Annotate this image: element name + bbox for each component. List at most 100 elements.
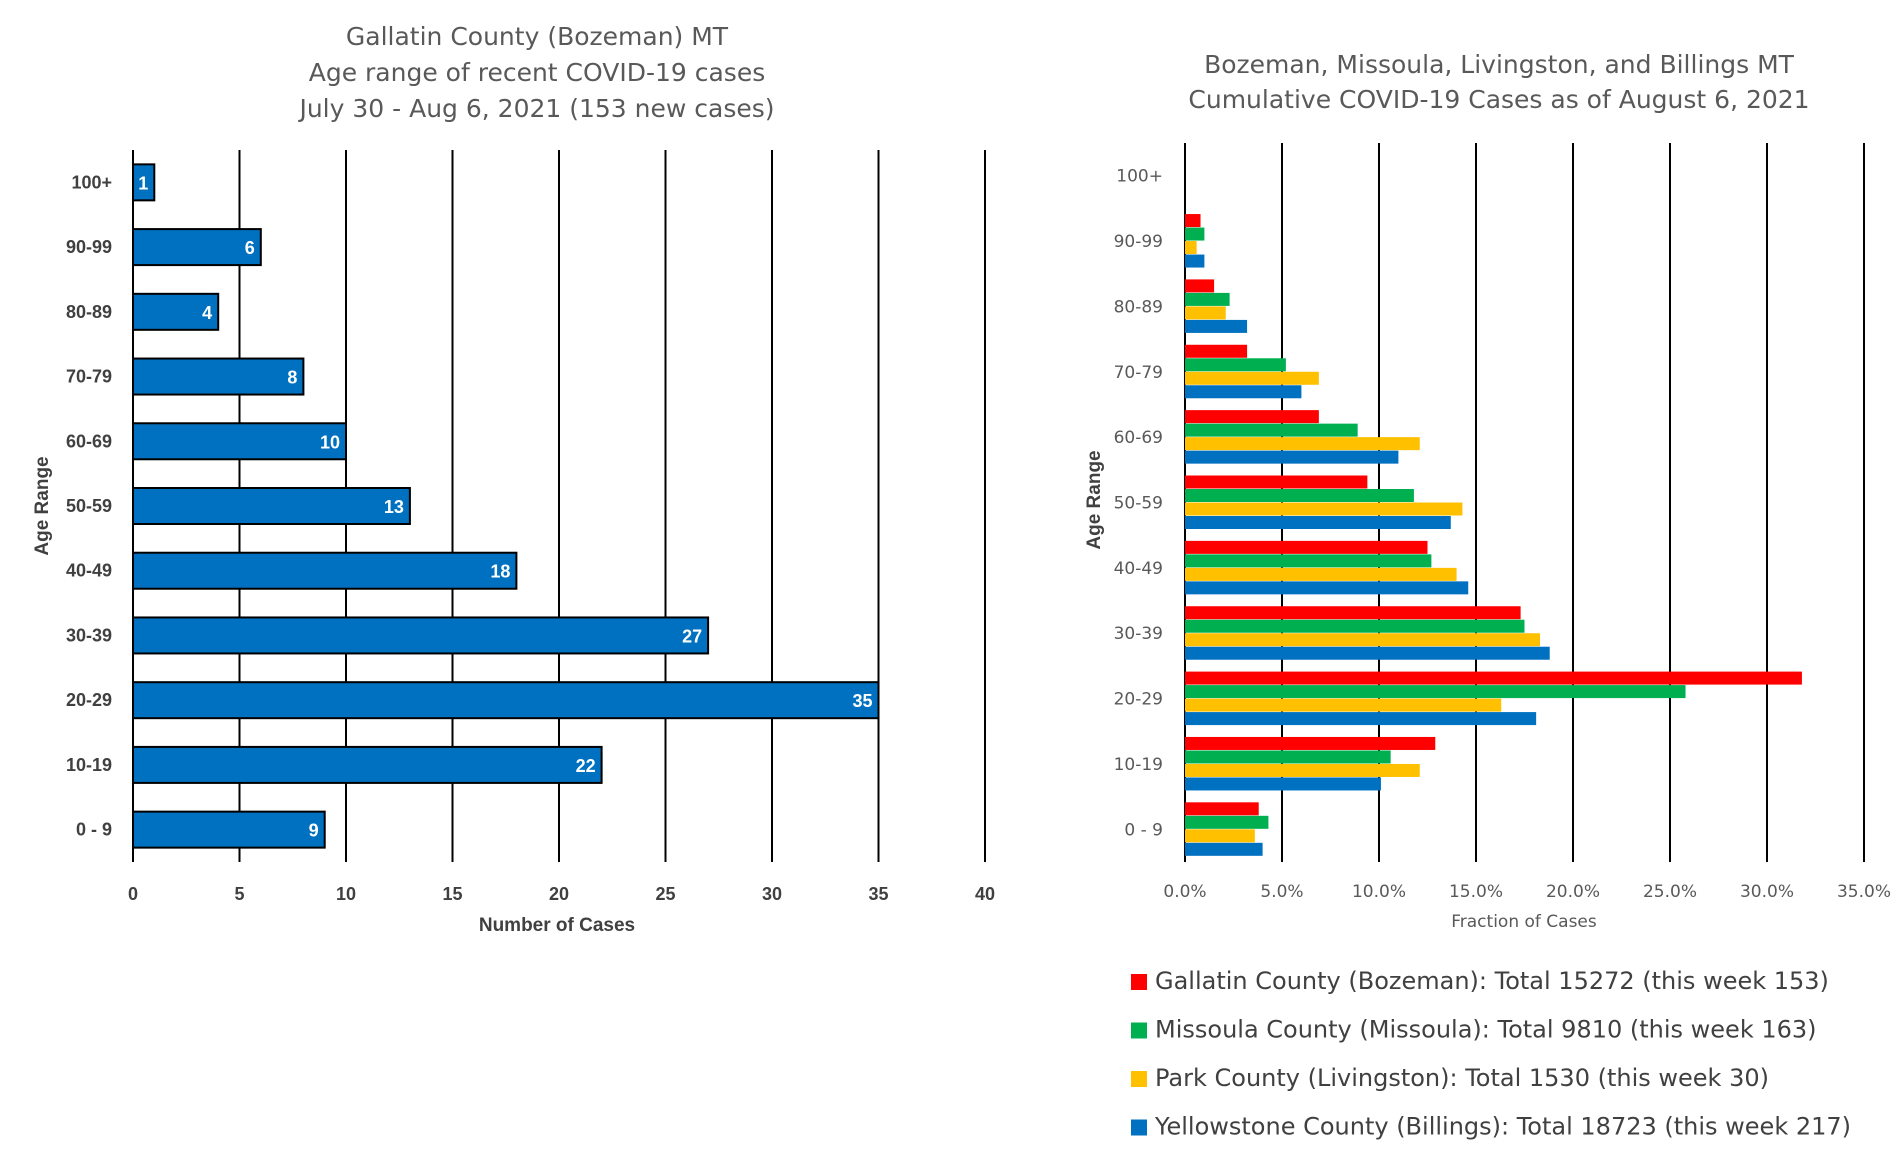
chart1-data-label: 22 [576,756,596,776]
chart2-legend-swatch [1131,1071,1147,1087]
chart2-x-tick-label: 10.0% [1352,882,1406,902]
chart1-bar [132,357,305,396]
chart2-legend-label: Yellowstone County (Billings): Total 187… [1154,1113,1851,1141]
chart2-x-axis-label: Fraction of Cases [1451,912,1597,932]
chart2-bar [1185,554,1432,568]
chart2-category-label: 80-89 [1114,297,1163,317]
chart2-bar [1185,581,1469,595]
chart1-category-label: 90-99 [66,237,112,257]
chart2-bar [1185,344,1248,358]
chart1-category-label: 50-59 [66,496,112,516]
chart1-x-tick-label: 15 [442,884,462,904]
chart1-bar [132,292,220,331]
chart2-bar [1185,802,1259,816]
chart2-bar [1185,241,1197,255]
chart2-y-axis-label: Age Range [1084,450,1105,549]
chart2-bar [1185,227,1205,241]
chart2-bar [1185,254,1205,268]
chart2-bar [1185,292,1230,306]
chart2-bar [1185,777,1381,791]
chart2-bar [1185,842,1263,856]
chart2-bar [1185,450,1399,464]
chart2-title-line-2: Cumulative COVID-19 Cases as of August 6… [1188,85,1809,114]
chart2-bar [1185,306,1226,320]
chart2-category-label: 20-29 [1114,690,1163,710]
chart2-bar [1185,475,1368,489]
chart1-x-tick-label: 0 [128,884,138,904]
chart1-bar [132,681,880,720]
chart1-data-label: 10 [320,432,340,452]
chart2-bar [1185,502,1463,516]
chart1-data-label: 9 [309,821,319,841]
chart2-bar [1185,410,1319,424]
chart2-bar [1185,516,1451,529]
chart2-bar [1185,750,1391,764]
chart1-data-label: 4 [202,303,212,323]
chart2-x-tick-label: 20.0% [1546,882,1600,902]
chart2-legend-swatch [1131,1119,1147,1136]
chart1-bar [132,487,411,525]
chart1-x-axis-label: Number of Cases [479,915,635,936]
chart1-bar [132,745,603,784]
chart2-legend-label: Gallatin County (Bozeman): Total 15272 (… [1155,967,1829,995]
chart2-bar [1185,385,1302,399]
chart2-bar [1185,763,1420,777]
chart1-bar [132,616,710,655]
chart2-bar [1185,540,1428,554]
chart1-x-tick-label: 25 [655,884,675,904]
chart1-data-label: 18 [490,562,510,582]
chart1-bar [132,551,518,590]
chart1-title-line-3: July 30 - Aug 6, 2021 (153 new cases) [297,94,774,123]
chart1-data-label: 8 [287,368,297,388]
chart2-bar [1185,319,1248,333]
chart2-category-label: 60-69 [1114,428,1163,448]
chart1-y-axis-label: Age Range [32,456,53,555]
chart2-x-tick-label: 0.0% [1163,882,1206,902]
chart1-bar [132,422,347,461]
chart2-bar [1185,214,1201,228]
chart2-bar [1185,685,1686,699]
chart1-category-label: 30-39 [66,625,112,645]
chart2-x-tick-label: 5.0% [1260,882,1303,902]
chart2-bar [1185,619,1525,633]
chart2-bar [1185,358,1286,372]
chart1-title-line-2: Age range of recent COVID-19 cases [309,58,766,87]
chart2-bar [1185,606,1521,620]
chart1-category-label: 10-19 [66,755,112,775]
chart2-bar [1185,815,1269,829]
chart2-legend-label: Park County (Livingston): Total 1530 (th… [1155,1064,1769,1092]
chart2-x-tick-label: 25.0% [1643,882,1697,902]
chart1-bar [132,228,262,267]
chart2-x-tick-label: 30.0% [1740,882,1794,902]
chart1-data-label: 6 [245,238,255,258]
chart2-x-tick-label: 35.0% [1837,882,1891,902]
chart1-x-tick-label: 5 [234,884,244,904]
chart2-category-label: 30-39 [1114,624,1163,644]
chart1-data-label: 27 [682,626,702,646]
chart2-bar [1185,671,1802,685]
chart2-category-label: 40-49 [1114,559,1163,579]
chart2-legend-swatch [1131,974,1147,990]
cumulative-cases-by-county-chart: Bozeman, Missoula, Livingston, and Billi… [1084,50,1891,1141]
chart2-bar [1185,736,1436,750]
chart2-bar [1185,279,1215,293]
chart1-x-tick-label: 30 [762,884,782,904]
chart2-category-label: 50-59 [1114,494,1163,514]
chart1-category-label: 40-49 [66,561,112,581]
chart1-bar [132,163,156,202]
chart2-bar [1185,633,1541,647]
chart2-legend-label: Missoula County (Missoula): Total 9810 (… [1155,1016,1817,1044]
chart2-bar [1185,646,1550,660]
chart2-bar [1185,371,1319,385]
chart2-legend-swatch [1131,1022,1147,1039]
chart2-bar [1185,698,1502,712]
chart2-category-label: 10-19 [1114,755,1163,775]
chart2-bar [1185,437,1420,451]
chart2-category-label: 70-79 [1114,363,1163,383]
chart1-category-label: 70-79 [66,367,112,387]
chart1-data-label: 35 [852,691,872,711]
chart2-category-label: 100+ [1116,167,1163,187]
chart1-category-label: 20-29 [66,690,112,710]
chart1-data-label: 13 [384,497,404,517]
